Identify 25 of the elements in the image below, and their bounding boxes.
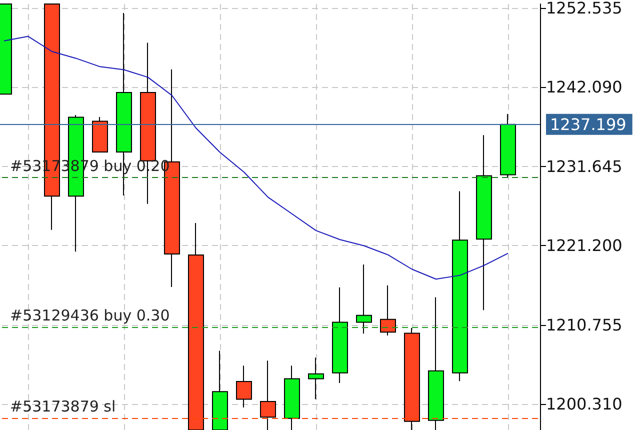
candlestick — [452, 190, 468, 382]
candlestick — [260, 360, 276, 430]
candlestick — [404, 327, 420, 430]
y-tick-label: 1231.645 — [546, 156, 622, 176]
candlestick — [428, 296, 444, 430]
ref-line-label: #53129436 buy 0.30 — [10, 306, 170, 324]
candlestick — [332, 286, 348, 384]
candlestick — [356, 264, 372, 334]
y-tick-label: 1242.090 — [546, 78, 622, 97]
candlestick — [212, 350, 228, 430]
candlestick — [500, 113, 516, 178]
candlestick — [236, 365, 252, 408]
y-tick-label: 1210.755 — [546, 315, 622, 334]
candlestick — [188, 222, 204, 430]
ref-line-label: #53173879 sl — [10, 398, 116, 416]
line-series — [4, 36, 508, 280]
candlestick — [380, 284, 396, 336]
candlestick — [308, 357, 324, 400]
candlestick — [284, 365, 300, 430]
y-tick-label: 1200.310 — [546, 394, 622, 414]
y-tick-label: 1221.200 — [546, 236, 622, 256]
ref-line-label: 1237.199 — [550, 114, 626, 134]
candlestick — [92, 116, 108, 152]
candlestick — [476, 134, 492, 311]
y-tick-label: 1252.535 — [546, 0, 622, 18]
